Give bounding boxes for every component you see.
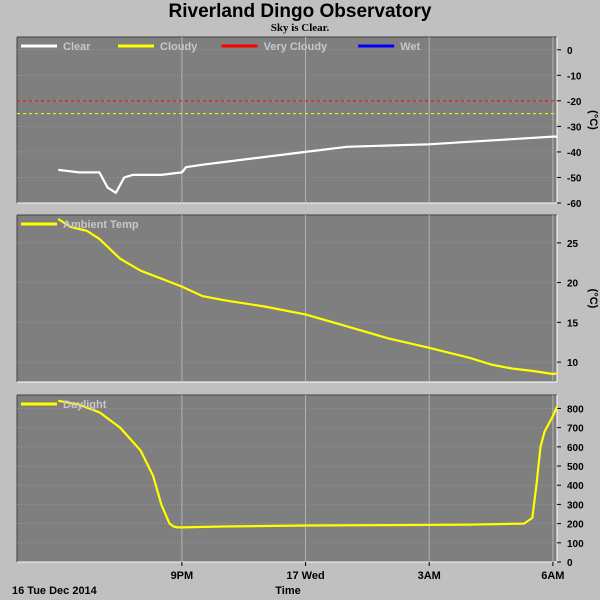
series-line-daylight: [58, 399, 559, 529]
x-tick-label: 6AM: [541, 570, 564, 582]
y-tick-label: -20: [567, 97, 582, 108]
y-tick-label: 400: [567, 481, 584, 492]
chart-panel-3: 800 700 600 500 400 300 200 100 0 Daylight 9PM 17 W…: [16, 394, 584, 582]
sky-status: Sky is Clear.: [270, 22, 330, 34]
y-tick-label: 100: [567, 539, 584, 550]
y-tick-label: 600: [567, 443, 584, 454]
y-tick-label: -30: [567, 122, 582, 133]
y-tick-label: 15: [567, 318, 579, 329]
y-tick-label: -10: [567, 71, 582, 82]
x-axis-date-label: 16 Tue Dec 2014: [12, 585, 98, 597]
y-tick-label: 300: [567, 500, 584, 511]
y-tick-label: -40: [567, 148, 582, 159]
page-title: Riverland Dingo Observatory: [168, 1, 432, 22]
x-tick-label: 9PM: [171, 570, 194, 582]
chart-panel-1: 0 -10 -20 -30 -40 -50 -60 (°C) Clear Cloudy Very C…: [16, 36, 599, 210]
y-tick-label: 0: [567, 558, 573, 569]
y-tick-label: 0: [567, 46, 573, 57]
legend-label: Wet: [400, 41, 420, 53]
y-tick-label: -50: [567, 173, 582, 184]
y-tick-label: 500: [567, 462, 584, 473]
plot-area: [17, 37, 557, 203]
y-tick-label: 10: [567, 358, 579, 369]
legend-label: Ambient Temp: [63, 219, 139, 231]
legend-label: Daylight: [63, 399, 107, 411]
y-unit-label: (°C): [587, 289, 599, 309]
y-tick-label: 20: [567, 279, 579, 290]
y-tick-label: -60: [567, 199, 582, 210]
legend-label: Very Cloudy: [264, 41, 328, 53]
x-axis-title: Time: [275, 585, 300, 597]
plot-area: [17, 395, 557, 562]
y-tick-label: 200: [567, 520, 584, 531]
plot-area: [17, 215, 557, 382]
x-tick-label: 3AM: [418, 570, 441, 582]
y-tick-label: 700: [567, 424, 584, 435]
chart-panel-2: 25 20 15 10 (°C) Ambient Temp: [16, 214, 599, 383]
y-unit-label: (°C): [587, 110, 599, 130]
y-tick-label: 800: [567, 404, 584, 415]
series-line-clear: [58, 135, 557, 194]
x-tick-label: 17 Wed: [286, 570, 324, 582]
series-line-ambient-temp: [57, 218, 558, 376]
legend-label: Clear: [63, 41, 91, 53]
y-tick-label: 25: [567, 239, 579, 250]
legend-label: Cloudy: [160, 41, 198, 53]
